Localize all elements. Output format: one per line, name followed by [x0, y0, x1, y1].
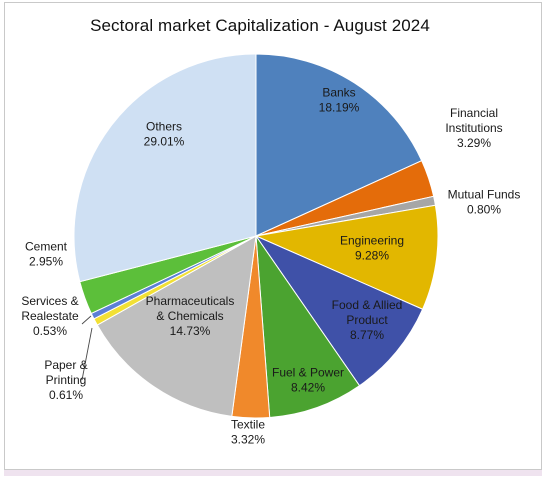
slice-label: Others 29.01%	[144, 120, 185, 149]
slice-label-line: Textile	[231, 418, 265, 432]
slice-label: Food & Allied Product 8.77%	[332, 298, 403, 342]
slice-label: Fuel & Power 8.42%	[272, 366, 344, 395]
slice-label-line: 0.80%	[467, 203, 501, 217]
slice-label-line: 3.32%	[231, 433, 265, 447]
slice-label-line: 2.95%	[29, 255, 63, 269]
slice-label-line: Others	[146, 120, 182, 134]
slice-label-line: Cement	[25, 240, 68, 254]
slice-label: Textile 3.32%	[231, 418, 265, 447]
slice-label-line: Financial	[450, 106, 498, 120]
slice-label-line: Banks	[322, 86, 355, 100]
slice-label: Banks 18.19%	[319, 86, 360, 115]
slice-label-line: Engineering	[340, 234, 404, 248]
slice-label-line: Institutions	[445, 121, 502, 135]
chart-title: Sectoral market Capitalization - August …	[90, 16, 430, 35]
slice-label: Paper & Printing 0.61%	[44, 358, 87, 402]
pie-slice-engineering	[254, 204, 439, 310]
pie-slice-banks	[255, 53, 423, 237]
leader-lines	[81, 315, 93, 381]
slice-label-line: 18.19%	[319, 101, 360, 115]
slice-label: Cement 2.95%	[25, 240, 68, 269]
slice-label-line: Paper &	[44, 358, 87, 372]
slice-labels: Banks 18.19% Financial Institutions 3.29% Mut…	[21, 86, 520, 447]
slice-label-line: 8.42%	[291, 381, 325, 395]
slice-label: Engineering 9.28%	[340, 234, 404, 263]
slice-label-line: Mutual Funds	[448, 188, 521, 202]
slice-label: Services & Realestate 0.53%	[21, 294, 79, 338]
leader-line	[81, 315, 92, 325]
pie-slice-pharmaceuticals-chemicals	[96, 235, 257, 417]
slice-label-line: 14.73%	[170, 324, 211, 338]
slice-label: Financial Institutions 3.29%	[445, 106, 502, 150]
pie-chart: Banks 18.19% Financial Institutions 3.29% Mut…	[21, 53, 520, 447]
slice-label-line: Services &	[21, 294, 78, 308]
slice-label-line: Printing	[46, 373, 87, 387]
slice-label-line: 29.01%	[144, 135, 185, 149]
slice-label-line: 9.28%	[355, 249, 389, 263]
slice-label-line: 3.29%	[457, 136, 491, 150]
slice-label-line: Food & Allied	[332, 298, 403, 312]
slice-label-line: 0.61%	[49, 388, 83, 402]
slice-label-line: & Chemicals	[156, 309, 223, 323]
slice-label-line: 8.77%	[350, 328, 384, 342]
slice-label: Pharmaceuticals & Chemicals 14.73%	[146, 294, 235, 338]
slice-label-line: Pharmaceuticals	[146, 294, 235, 308]
slice-label-line: Realestate	[21, 309, 79, 323]
slice-label-line: Product	[346, 313, 388, 327]
slice-label-line: Fuel & Power	[272, 366, 344, 380]
slice-label-line: 0.53%	[33, 324, 67, 338]
leader-line	[81, 327, 93, 381]
pie-slice-food-allied-product	[254, 234, 424, 387]
slice-label: Mutual Funds 0.80%	[448, 188, 521, 217]
pie-slice-fuel-power	[255, 234, 361, 419]
pie-slices	[73, 53, 439, 419]
pie-slice-others	[73, 53, 257, 283]
bottom-band	[4, 470, 542, 476]
